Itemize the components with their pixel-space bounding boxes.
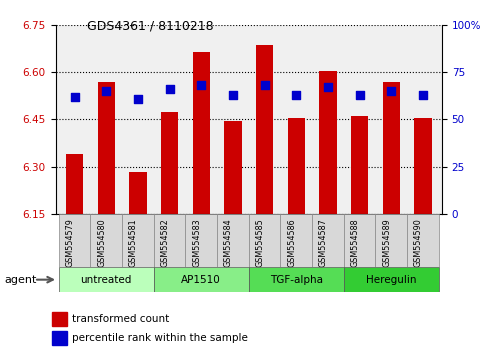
Point [71,94,78,99]
Bar [256,45,273,214]
Bar [98,82,115,214]
Bar [375,214,407,267]
Bar [185,214,217,267]
Bar [287,118,305,214]
Text: AP1510: AP1510 [181,275,221,285]
Bar [414,118,432,214]
Bar [351,116,369,214]
Text: GSM554581: GSM554581 [129,218,138,267]
Point [261,82,269,88]
Point [166,86,173,92]
Text: GSM554585: GSM554585 [256,218,265,267]
Text: GSM554582: GSM554582 [160,218,170,267]
Point [324,85,332,90]
Bar [59,214,90,267]
Text: GSM554584: GSM554584 [224,218,233,267]
Point [229,92,237,98]
Text: GSM554579: GSM554579 [66,218,74,267]
Bar [53,312,67,326]
Point [134,96,142,102]
Text: agent: agent [5,275,37,285]
Bar [154,267,249,292]
Point [387,88,395,94]
Text: TGF-alpha: TGF-alpha [270,275,323,285]
Bar [53,331,67,346]
Text: GSM554589: GSM554589 [382,218,391,267]
Text: GSM554587: GSM554587 [319,218,328,267]
Bar [161,112,178,214]
Bar [66,154,83,214]
Text: GSM554586: GSM554586 [287,218,296,267]
Bar [193,52,210,214]
Point [102,88,110,94]
Text: GSM554588: GSM554588 [351,218,360,267]
Bar [122,214,154,267]
Bar [249,267,344,292]
Bar [129,172,147,214]
Text: untreated: untreated [81,275,132,285]
Bar [312,214,344,267]
Bar [217,214,249,267]
Point [198,82,205,88]
Text: percentile rank within the sample: percentile rank within the sample [72,333,248,343]
Bar [383,82,400,214]
Bar [281,214,312,267]
Point [356,92,364,98]
Point [419,92,427,98]
Bar [224,121,242,214]
Bar [319,70,337,214]
Bar [249,214,281,267]
Text: GDS4361 / 8110218: GDS4361 / 8110218 [87,19,213,33]
Bar [344,267,439,292]
Bar [407,214,439,267]
Text: Heregulin: Heregulin [366,275,416,285]
Bar [90,214,122,267]
Text: transformed count: transformed count [72,314,170,324]
Text: GSM554580: GSM554580 [97,218,106,267]
Text: GSM554590: GSM554590 [414,218,423,267]
Bar [154,214,185,267]
Bar [59,267,154,292]
Point [292,92,300,98]
Text: GSM554583: GSM554583 [192,218,201,267]
Bar [344,214,375,267]
